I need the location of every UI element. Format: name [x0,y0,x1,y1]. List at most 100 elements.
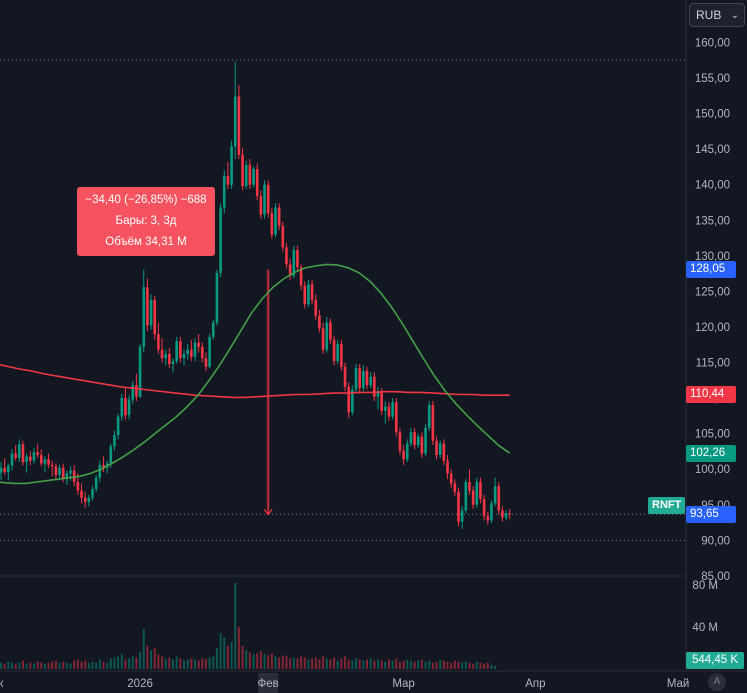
measure-tooltip: −34,40 (−26,85%) −688 Бары: 3, 3д Объём … [77,187,215,256]
candle-body [288,264,292,276]
candle-body [124,398,127,416]
candle-body [299,267,303,286]
candle-body [508,513,512,515]
candle-body [325,322,329,350]
candle-body [471,490,475,505]
volume-bar [172,659,175,669]
candle-body [28,456,32,461]
candle-body [233,96,237,147]
volume-bar [248,652,251,669]
candle-body [343,366,347,387]
volume-bar [417,660,420,669]
volume-bar [0,662,2,669]
volume-bar [25,663,28,669]
candle-body [146,287,149,326]
volume-bar [95,662,98,669]
volume-bar [292,657,295,669]
volume-bar [208,657,211,669]
candle-body [329,322,332,340]
candle-body [0,467,3,473]
candle-body [120,398,124,417]
volume-bar [428,660,431,669]
volume-bar [109,658,112,669]
candle-body [486,516,490,521]
volume-bar [73,660,76,669]
candle-body [362,371,365,389]
price-tick-label: 85,00 [701,571,730,583]
volume-bar [318,659,321,669]
price-badge: 110,44 [686,386,736,404]
time-tick-label: Фев [258,678,279,690]
volume-bar [340,658,343,669]
volume-bar [10,662,13,669]
volume-bar [14,663,17,669]
candle-body [387,406,391,417]
candle-body [416,436,420,446]
volume-bar [307,659,310,669]
volume-bar [373,660,376,669]
candle-body [160,349,164,359]
candle-body [80,490,83,498]
candle-body [460,510,464,522]
volume-bar [457,661,460,669]
volume-bar [322,656,325,669]
currency-selector[interactable]: RUB ⌄ [689,3,745,27]
volume-bar [475,661,478,669]
measure-bars: Бары: 3, 3д [115,215,177,227]
candle-body [153,299,157,335]
volume-bar [252,654,255,669]
volume-bar [146,645,149,669]
candle-body [208,336,211,367]
volume-bar [336,660,339,669]
volume-bar [120,654,123,669]
price-tick-label: 115,00 [696,358,730,370]
volume-bar [84,660,87,669]
candle-body [270,213,274,235]
volume-bar [91,661,94,669]
candle-body [453,483,457,492]
candle-body [237,96,241,155]
volume-bar [157,654,160,669]
price-tick-label: 125,00 [695,286,730,298]
volume-bar [355,658,358,669]
volume-bar [62,661,65,669]
time-axis[interactable]: Дек2026ФевМарАпрМайИюнИюлАвг [0,673,747,693]
volume-bar [175,656,178,669]
candle-body [497,486,501,511]
volume-bar [32,663,35,669]
volume-bar [186,659,189,669]
volume-bar [344,656,347,669]
price-tick-label: 140,00 [695,180,730,192]
volume-bar [212,656,215,669]
measure-tool[interactable] [263,269,273,516]
candle-body [442,443,446,461]
volume-bar [135,657,138,669]
volume-bar [431,662,434,669]
volume-bar [303,657,306,669]
candle-body [18,444,21,458]
candle-body [193,342,197,357]
candle-body [201,346,204,359]
candle-body [259,196,263,215]
candle-body [314,299,318,316]
volume-bar [259,651,262,669]
volume-bar [219,633,222,669]
candle-body [76,482,80,491]
volume-bar [376,659,379,669]
candle-body [358,368,361,389]
volume-badge: 544,45 K [686,652,744,669]
price-tick-label: 100,00 [695,464,730,476]
candle-body [277,207,281,226]
volume-axis: 80 M 40 M [692,580,718,634]
volume-bar [472,663,475,669]
auto-scale-button[interactable]: A [708,673,726,691]
volume-bar [351,660,354,669]
volume-bar [153,648,156,669]
volume-bar [113,657,116,669]
candle-body [336,344,340,362]
volume-bar [442,660,445,669]
candle-body [21,444,25,463]
volume-bar [420,659,423,669]
candle-body [391,402,394,417]
